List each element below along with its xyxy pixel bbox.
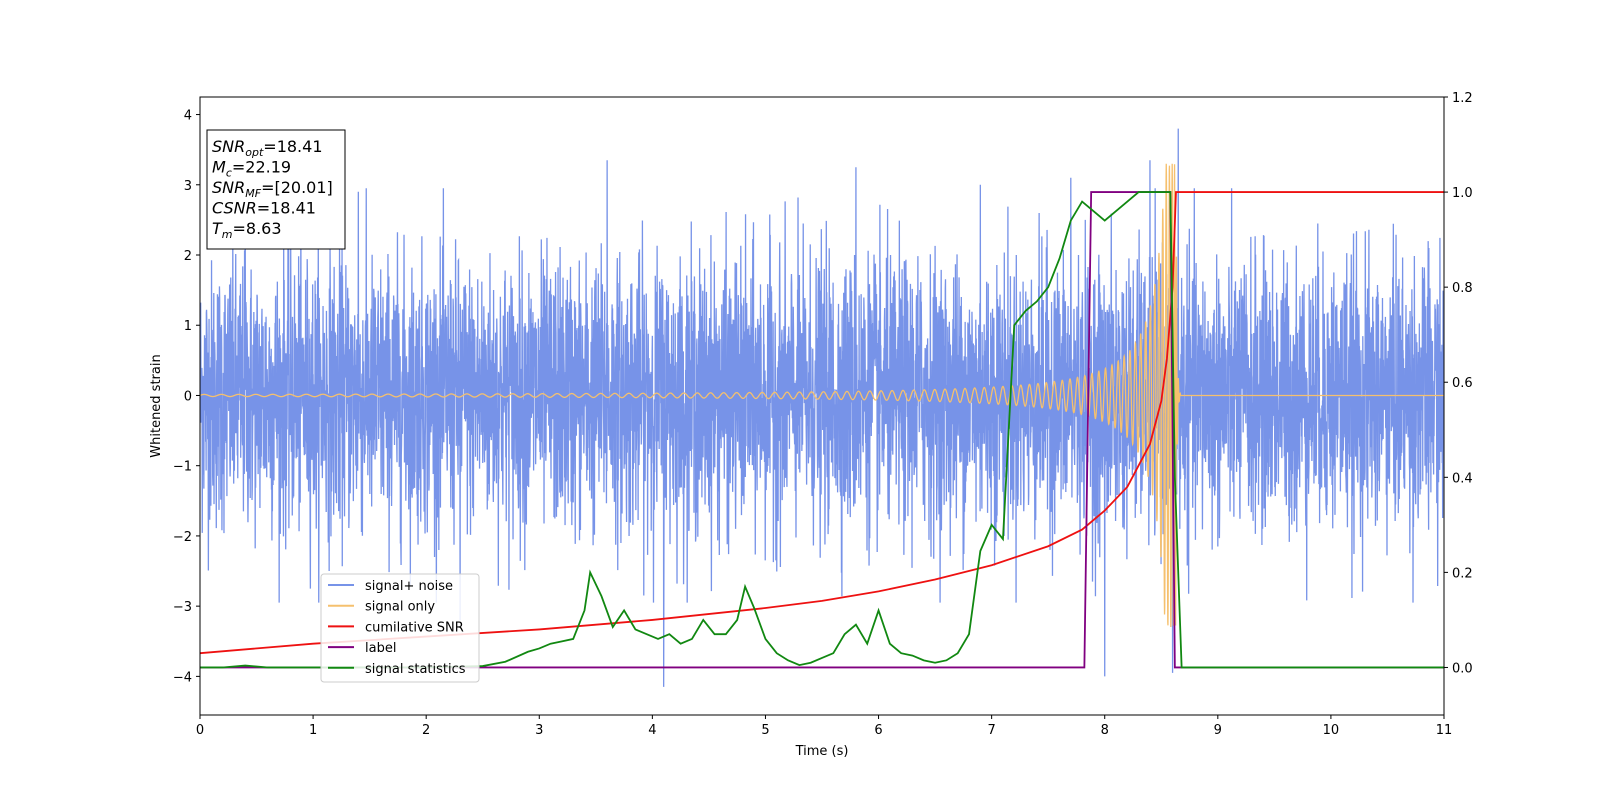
x-tick-label: 2 xyxy=(422,723,430,738)
legend-frame xyxy=(320,573,480,683)
x-tick-label: 9 xyxy=(1214,723,1222,738)
info-box-line: Tm=8.63 xyxy=(212,219,282,241)
info-box-line: Mc=22.19 xyxy=(212,158,291,180)
y-left-tick-label: 4 xyxy=(184,109,192,124)
y-left-tick-label: 0 xyxy=(184,389,192,404)
x-tick-label: 6 xyxy=(874,723,882,738)
y-left-tick-label: −1 xyxy=(173,460,192,475)
x-tick-label: 11 xyxy=(1436,723,1453,738)
x-tick-label: 0 xyxy=(196,723,204,738)
y-left-tick-label: −2 xyxy=(173,530,192,545)
y-right-tick-label: 0.4 xyxy=(1452,471,1473,486)
y-right-tick-label: 1.2 xyxy=(1452,91,1473,106)
y-left-tick-label: −3 xyxy=(173,600,192,615)
legend-label: cumilative SNR xyxy=(365,620,464,635)
x-tick-label: 7 xyxy=(987,723,995,738)
x-axis-label: Time (s) xyxy=(795,744,849,759)
y-right-tick-label: 1.0 xyxy=(1452,186,1473,201)
x-tick-label: 10 xyxy=(1323,723,1340,738)
x-tick-label: 4 xyxy=(648,723,656,738)
x-tick-label: 8 xyxy=(1101,723,1109,738)
info-box-line: SNRMF=[20.01] xyxy=(212,178,333,200)
y-left-tick-label: 3 xyxy=(184,179,192,194)
legend-label: signal statistics xyxy=(365,662,466,677)
series-line-signal-noise xyxy=(200,128,1444,687)
y-left-tick-label: 2 xyxy=(184,249,192,264)
y-right-tick-label: 0.8 xyxy=(1452,281,1473,296)
series-line-signal-statistics xyxy=(200,191,1444,669)
x-tick-label: 5 xyxy=(761,723,769,738)
y-axis-label: Whitened strain xyxy=(149,354,164,457)
y-left-tick-label: −4 xyxy=(173,670,192,685)
x-tick-label: 3 xyxy=(535,723,543,738)
legend-label: signal+ noise xyxy=(365,579,453,594)
legend-label: label xyxy=(365,641,396,656)
info-box: SNRopt=18.41Mc=22.19SNRMF=[20.01]CSNR=18… xyxy=(206,129,346,250)
plot-frame xyxy=(199,96,1445,716)
y-right-tick-label: 0.6 xyxy=(1452,376,1473,391)
legend: signal+ noise signal only cumilative SNR la… xyxy=(320,573,480,683)
x-tick-label: 1 xyxy=(309,723,317,738)
y-left-tick-label: 1 xyxy=(184,319,192,334)
legend-label: signal only xyxy=(365,600,435,615)
series-line-signal-only xyxy=(200,163,1444,628)
info-box-frame xyxy=(206,129,346,250)
y-right-tick-label: 0.0 xyxy=(1452,661,1473,676)
info-box-line: CSNR=18.41 xyxy=(212,199,316,218)
y-right-tick-label: 0.2 xyxy=(1452,566,1473,581)
info-box-line: SNRopt=18.41 xyxy=(212,137,323,159)
